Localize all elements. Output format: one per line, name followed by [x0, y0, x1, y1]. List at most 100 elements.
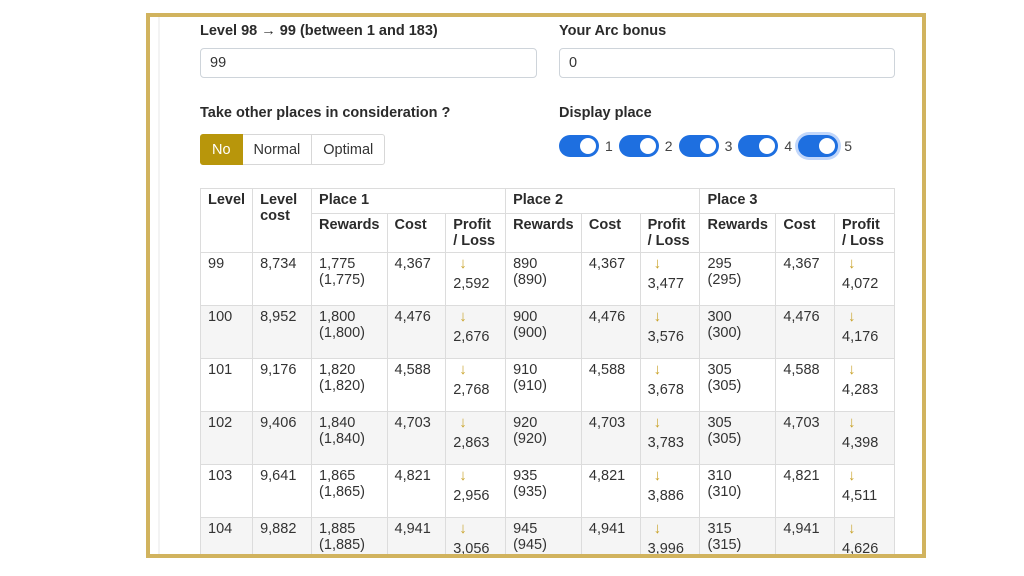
loss-value: 3,678 — [647, 382, 684, 398]
results-table-container[interactable]: Level Level cost Place 1 Place 2 Place 3… — [200, 188, 895, 557]
table-row: 102 9,406 1,840 (1,840) 4,703 ↓ 2,863 920 (920) 4… — [200, 411, 895, 465]
cost-cell: 4,367 — [580, 252, 641, 306]
level-cell: 100 — [200, 305, 254, 359]
rewards-cell: 945 (945) — [505, 517, 582, 554]
loss-value: 4,398 — [842, 435, 879, 451]
rewards-cell: 900 (900) — [505, 305, 582, 359]
toggle-switch[interactable] — [678, 135, 719, 157]
place-toggle-5[interactable]: 5 — [798, 135, 852, 157]
reward-total: (900) — [513, 325, 547, 341]
profit-loss-cell: ↓ 4,072 — [834, 252, 895, 306]
rewards-header: Rewards — [311, 213, 388, 253]
reward-value: 920 — [513, 415, 538, 431]
loss-value: 4,626 — [842, 541, 879, 557]
place-toggle-4[interactable]: 4 — [738, 135, 792, 157]
profit-loss-header: Profit / Loss — [445, 213, 507, 253]
reward-total: (315) — [707, 537, 742, 553]
reward-value: 295 — [707, 256, 732, 272]
toggle-switch[interactable] — [798, 135, 839, 157]
loss-value: 2,863 — [453, 435, 490, 451]
cost-cell: 4,476 — [580, 305, 641, 359]
rewards-cell: 1,885 (1,885) — [311, 517, 388, 554]
rewards-cell: 1,800 (1,800) — [311, 305, 388, 359]
option-optimal-button[interactable]: Optimal — [312, 134, 386, 165]
display-place-toggles: 1 2 3 4 5 — [559, 135, 858, 157]
toggle-label: 1 — [605, 138, 613, 154]
rewards-header: Rewards — [699, 213, 777, 253]
rewards-cell: 1,820 (1,820) — [311, 358, 388, 412]
level-cell: 99 — [200, 252, 254, 306]
place-1-header: Place 1 — [311, 188, 507, 214]
profit-loss-cell: ↓ 4,511 — [834, 464, 895, 518]
toggle-label: 2 — [664, 138, 673, 154]
reward-value: 1,800 — [319, 309, 356, 325]
table-row: 100 8,952 1,800 (1,800) 4,476 ↓ 2,676 900 (900) 4… — [200, 305, 895, 359]
toggle-switch[interactable] — [738, 135, 779, 157]
profit-loss-header: Profit / Loss — [834, 213, 895, 253]
loss-value: 3,056 — [453, 541, 490, 557]
level-cell: 102 — [200, 411, 254, 465]
reward-value: 1,820 — [319, 362, 356, 378]
toggle-switch[interactable] — [618, 135, 659, 157]
table-row: 104 9,882 1,885 (1,885) 4,941 ↓ 3,056 945 (945) 4… — [200, 517, 895, 557]
rewards-cell: 315 (315) — [699, 517, 777, 554]
place-toggle-3[interactable]: 3 — [678, 135, 733, 157]
loss-value: 4,176 — [842, 329, 879, 345]
loss-value: 3,783 — [647, 435, 684, 451]
reward-value: 315 — [707, 521, 732, 537]
reward-total: (920) — [513, 431, 547, 447]
loss-value: 4,072 — [842, 276, 879, 292]
reward-value: 1,885 — [319, 521, 356, 537]
arrow-down-icon: ↓ — [459, 467, 467, 484]
rewards-cell: 890 (890) — [505, 252, 582, 306]
rewards-cell: 300 (300) — [699, 305, 777, 359]
profit-loss-header: Profit / Loss — [639, 213, 701, 253]
level-cost-cell: 9,406 — [252, 411, 313, 465]
profit-loss-cell: ↓ 3,783 — [639, 411, 701, 465]
level-field-label: Level 98 → 99 (between 1 and 183) — [200, 23, 438, 39]
profit-loss-cell: ↓ 4,626 — [834, 517, 895, 557]
profit-loss-cell: ↓ 4,283 — [834, 358, 895, 412]
arrow-down-icon: ↓ — [459, 361, 467, 378]
option-no-button[interactable]: No — [200, 134, 243, 165]
place-toggle-2[interactable]: 2 — [618, 135, 673, 157]
arrow-down-icon: ↓ — [848, 467, 856, 484]
reward-total: (305) — [707, 431, 742, 447]
cost-cell: 4,588 — [775, 358, 836, 412]
profit-loss-cell: ↓ 4,398 — [834, 411, 895, 465]
reward-value: 305 — [707, 362, 732, 378]
option-normal-button[interactable]: Normal — [242, 134, 313, 165]
cost-cell: 4,703 — [775, 411, 836, 465]
profit-loss-cell: ↓ 3,886 — [639, 464, 701, 518]
place-3-header: Place 3 — [699, 188, 895, 214]
level-cost-cell: 9,641 — [252, 464, 313, 518]
cost-cell: 4,476 — [386, 305, 447, 359]
rewards-cell: 910 (910) — [505, 358, 582, 412]
loss-value: 3,576 — [647, 329, 684, 345]
reward-total: (1,775) — [319, 272, 365, 288]
reward-total: (890) — [513, 272, 547, 288]
place-toggle-1[interactable]: 1 — [559, 135, 613, 157]
arrow-down-icon: ↓ — [848, 308, 856, 325]
rewards-cell: 310 (310) — [699, 464, 777, 518]
arrow-down-icon: ↓ — [848, 361, 856, 378]
level-cost-header: Level cost — [252, 188, 313, 253]
screenshot-frame: Level 98 → 99 (between 1 and 183) 99 You… — [146, 13, 926, 558]
arc-bonus-input[interactable]: 0 — [559, 48, 895, 78]
level-cost-cell: 9,882 — [252, 517, 313, 554]
cost-cell: 4,367 — [775, 252, 836, 306]
rewards-cell: 920 (920) — [505, 411, 582, 465]
profit-loss-cell: ↓ 2,592 — [445, 252, 507, 306]
profit-loss-cell: ↓ 2,956 — [445, 464, 507, 518]
level-cost-cell: 8,952 — [252, 305, 313, 359]
toggle-label: 3 — [724, 138, 733, 154]
cost-cell: 4,821 — [580, 464, 641, 518]
profit-loss-cell: ↓ 3,477 — [639, 252, 701, 306]
arrow-down-icon: ↓ — [848, 255, 856, 272]
level-input[interactable]: 99 — [200, 48, 537, 78]
cost-cell: 4,821 — [775, 464, 836, 518]
level-cell: 103 — [200, 464, 254, 518]
cost-cell: 4,703 — [580, 411, 641, 465]
toggle-switch[interactable] — [559, 135, 599, 157]
cost-cell: 4,588 — [386, 358, 447, 412]
